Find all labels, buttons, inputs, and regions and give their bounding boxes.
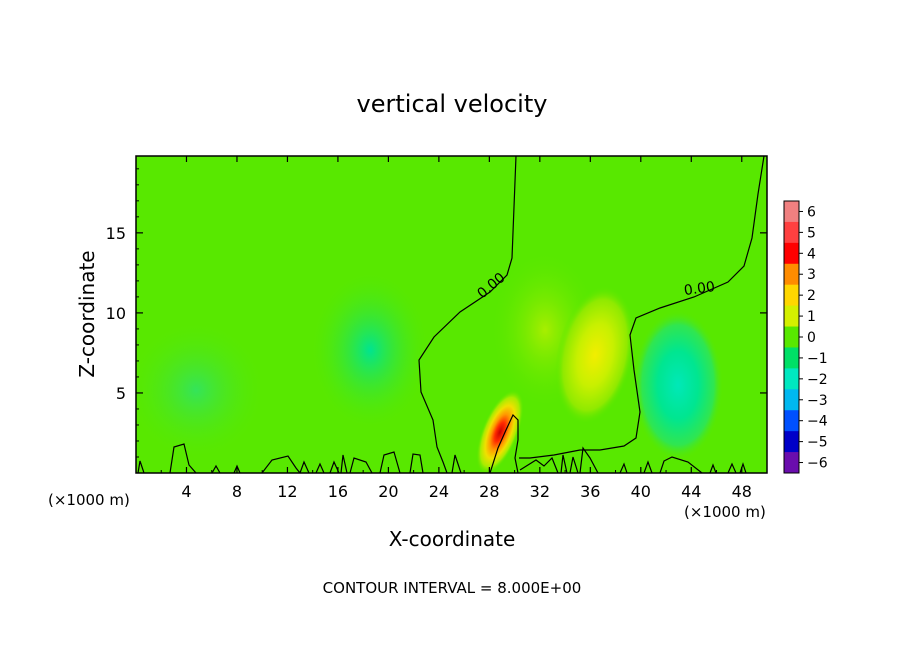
colorbar-swatch: [784, 431, 799, 453]
colorbar-label: −5: [807, 435, 828, 451]
contour-line-zero-main: [418, 156, 517, 473]
y-tick-label: 10: [106, 304, 126, 323]
colorbar: 6 5 4 3 2 1 0 −1 −2 −3 −4 −5 −6: [783, 200, 828, 474]
colorbar-swatch: [784, 201, 799, 223]
plot-area: 0.00 0.00: [136, 156, 767, 473]
colorbar-swatch: [784, 221, 799, 244]
y-tick-label: 15: [106, 224, 126, 243]
colorbar-swatch: [784, 242, 799, 265]
x-tick-label: 24: [429, 482, 449, 501]
x-axis: 4 8 12 16 20 24 28 32 36 40 44 48: [160, 156, 752, 501]
updraft-core: [476, 389, 524, 473]
colorbar-label: −1: [807, 351, 828, 367]
contour-label: 0.00: [683, 279, 716, 299]
colorbar-swatch: [784, 263, 799, 286]
zero-contours: [137, 156, 765, 473]
x-tick-label: 8: [232, 482, 242, 501]
downdraft-region-east: [633, 310, 723, 460]
contour-line-zero-east: [519, 156, 765, 459]
x-tick-label: 20: [378, 482, 398, 501]
x-tick-label: 4: [181, 482, 191, 501]
contour-line-zero-surface: [137, 443, 747, 473]
colorbar-swatch: [784, 452, 799, 474]
contour-line-zero-core: [489, 413, 519, 473]
colorbar-label: 4: [807, 246, 816, 262]
colorbar-label: 1: [807, 309, 816, 325]
colorbar-label: −4: [807, 414, 828, 430]
colorbar-swatch: [784, 326, 799, 348]
colorbar-label: 3: [807, 267, 816, 283]
updraft-region-secondary: [555, 286, 635, 424]
colorbar-label: −6: [807, 456, 828, 472]
plot-frame: [135, 155, 768, 474]
colorbar-swatch: [784, 305, 799, 328]
colorbar-swatch: [784, 368, 799, 390]
colorbar-label: 2: [807, 288, 816, 304]
colorbar-label: 5: [807, 225, 816, 241]
colorbar-label: 6: [807, 204, 816, 220]
y-axis: 5 10 15: [106, 168, 767, 458]
x-unit-left: (×1000 m): [48, 491, 130, 509]
x-tick-label: 28: [479, 482, 499, 501]
downdraft-region-west: [136, 320, 266, 460]
x-unit-right: (×1000 m): [684, 503, 766, 521]
colorbar-swatch: [784, 410, 799, 432]
colorbar-swatch: [784, 389, 799, 411]
x-tick-label: 32: [530, 482, 550, 501]
colorbar-swatch: [784, 284, 799, 307]
chart-title: vertical velocity: [357, 90, 548, 118]
x-tick-label: 12: [277, 482, 297, 501]
downdraft-region-center: [310, 270, 430, 430]
colorbar-label: −2: [807, 372, 828, 388]
contour-interval-text: CONTOUR INTERVAL = 8.000E+00: [323, 579, 582, 597]
y-axis-label: Z-coordinate: [75, 250, 99, 377]
colorbar-swatch: [784, 347, 799, 369]
x-tick-label: 48: [732, 482, 752, 501]
colorbar-label: −3: [807, 393, 828, 409]
x-tick-label: 40: [631, 482, 651, 501]
x-tick-label: 36: [580, 482, 600, 501]
y-tick-label: 5: [116, 384, 126, 403]
colorbar-label: 0: [807, 330, 816, 346]
x-axis-label: X-coordinate: [389, 527, 516, 551]
x-tick-label: 44: [681, 482, 701, 501]
x-tick-label: 16: [328, 482, 348, 501]
